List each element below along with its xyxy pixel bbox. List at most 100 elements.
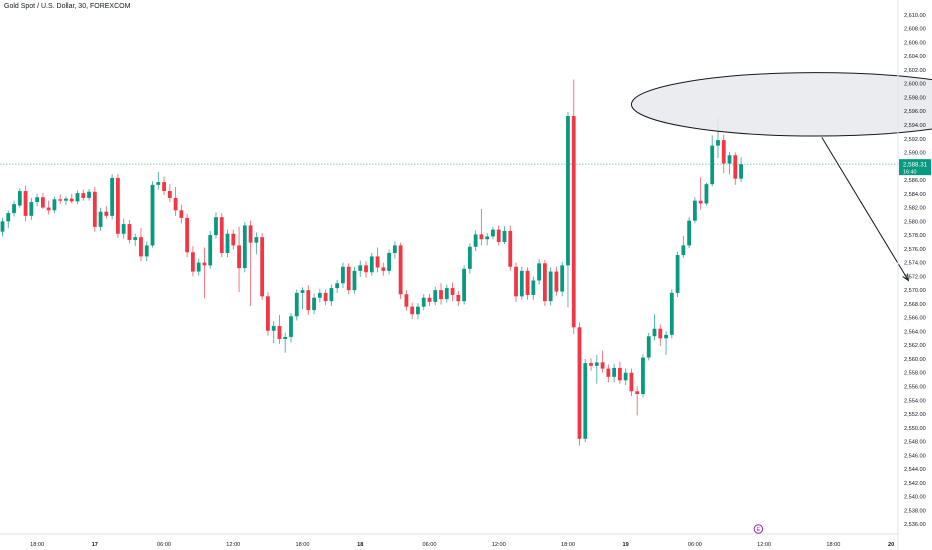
x-tick-label: 17 <box>92 542 98 548</box>
candle-body <box>594 362 599 366</box>
candle-body <box>479 234 484 240</box>
candle-body <box>58 199 63 201</box>
candle-body <box>271 325 276 331</box>
y-tick-label: 2,596.00 <box>904 109 926 115</box>
y-tick-label: 2,608.00 <box>904 27 926 33</box>
x-tick-label: 18:00 <box>826 542 840 548</box>
candle <box>121 218 126 239</box>
candle <box>317 288 322 303</box>
candle <box>29 197 34 220</box>
candle-body <box>237 245 241 269</box>
candle <box>277 314 282 344</box>
candle <box>525 267 530 300</box>
candle-body <box>346 266 351 291</box>
candle <box>473 230 478 251</box>
candle <box>652 314 657 341</box>
candle-body <box>514 266 518 297</box>
candle-body <box>81 193 86 198</box>
candle <box>404 290 409 311</box>
candle-body <box>266 296 270 331</box>
candle <box>427 293 432 306</box>
candle-body <box>167 191 172 198</box>
x-tick-label: 18:00 <box>561 542 575 548</box>
x-tick-label: 06:00 <box>422 542 436 548</box>
candle <box>681 235 686 258</box>
x-tick-label: 12:00 <box>226 542 240 548</box>
candle <box>289 312 293 343</box>
candle-body <box>542 263 547 302</box>
candle-body <box>364 265 368 273</box>
y-tick-label: 2,566.00 <box>904 316 926 322</box>
y-tick-label: 2,558.00 <box>904 371 926 377</box>
candle-body <box>277 325 282 340</box>
candle <box>560 261 565 297</box>
y-tick-label: 2,574.00 <box>904 261 926 267</box>
y-tick-label: 2,536.00 <box>904 522 926 528</box>
candle <box>416 303 420 320</box>
candle <box>479 208 484 246</box>
y-tick-label: 2,554.00 <box>904 398 926 404</box>
candle <box>231 229 236 250</box>
candle-body <box>104 211 109 216</box>
candle-body <box>317 292 322 298</box>
candle <box>0 217 5 237</box>
candle-body <box>219 217 224 253</box>
candle <box>64 196 68 205</box>
candle <box>214 212 218 239</box>
candle-body <box>450 288 455 295</box>
x-tick-label: 20 <box>888 542 894 548</box>
candle <box>381 262 386 276</box>
candle-body <box>294 292 299 317</box>
candle <box>196 258 201 276</box>
candle <box>335 279 340 293</box>
candle <box>669 289 674 339</box>
candle-body <box>214 217 218 236</box>
candle <box>294 289 299 321</box>
candle-body <box>733 155 738 179</box>
candle-body <box>629 372 634 392</box>
candle-body <box>444 288 449 300</box>
candle <box>410 302 415 320</box>
candle-body <box>133 237 138 240</box>
candle-body <box>196 262 201 272</box>
candle-body <box>98 211 103 227</box>
candle <box>283 332 288 353</box>
candle <box>104 206 109 219</box>
candle <box>110 174 115 220</box>
candle <box>352 266 357 294</box>
candle <box>208 230 213 269</box>
candle-body <box>508 230 513 267</box>
candle-body <box>150 184 155 246</box>
event-marker-icon[interactable]: E <box>753 524 764 534</box>
candle-body <box>467 246 472 269</box>
candle-body <box>248 225 253 243</box>
x-tick-label: 06:00 <box>157 542 171 548</box>
candle <box>242 222 247 273</box>
y-tick-label: 2,546.00 <box>904 453 926 459</box>
candle <box>450 282 455 302</box>
candle <box>364 261 368 278</box>
x-tick-label: 19 <box>623 542 629 548</box>
candle-body <box>29 202 34 216</box>
y-tick-label: 2,590.00 <box>904 151 926 157</box>
candle <box>664 331 668 355</box>
candle <box>75 190 80 205</box>
candle <box>710 135 715 187</box>
candle <box>566 111 570 308</box>
chart-title: Gold Spot / U.S. Dollar, 30, FOREXCOM <box>4 3 131 10</box>
candle <box>733 152 738 185</box>
candle <box>369 252 374 276</box>
candle <box>185 213 190 258</box>
x-tick-label: 06:00 <box>688 542 702 548</box>
candle-body <box>375 256 380 268</box>
event-marker-label: E <box>757 527 761 533</box>
candle-body <box>52 199 57 211</box>
candle <box>219 213 224 258</box>
candle-body <box>664 334 668 339</box>
candle-body <box>191 252 195 272</box>
candle <box>421 294 426 311</box>
candle-body <box>329 288 334 302</box>
y-tick-label: 2,600.00 <box>904 82 926 88</box>
x-tick-label: 18:00 <box>296 542 310 548</box>
